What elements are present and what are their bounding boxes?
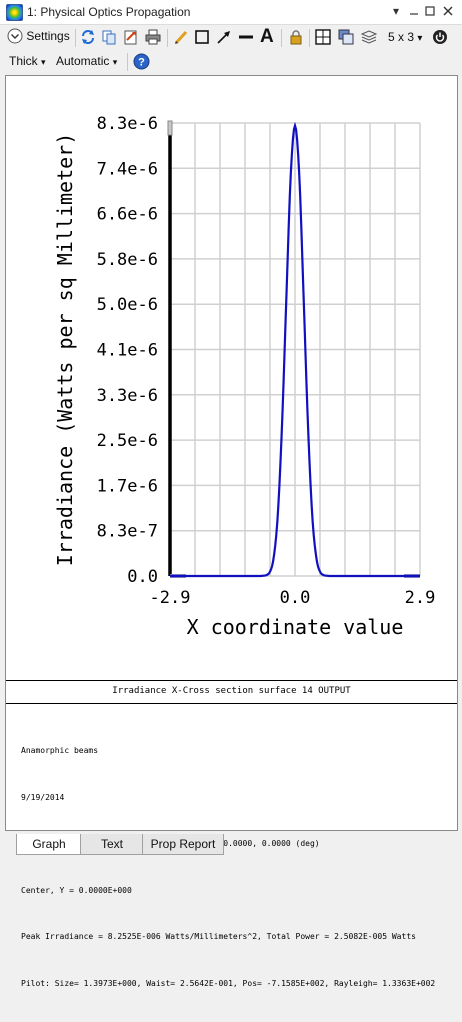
title-bar: 1: Physical Optics Propagation ▾ bbox=[0, 0, 462, 25]
refresh-icon bbox=[82, 30, 94, 44]
line-thickness-dropdown[interactable]: Thick ▾ bbox=[9, 54, 46, 68]
x-tick-label: -2.9 bbox=[150, 588, 191, 608]
y-tick-label: 1.7e-6 bbox=[97, 476, 158, 496]
lock-icon bbox=[290, 30, 302, 45]
x-axis-label: X coordinate value bbox=[187, 615, 404, 639]
copy-icon bbox=[102, 30, 116, 45]
rectangle-button[interactable] bbox=[194, 29, 210, 48]
divider bbox=[6, 680, 457, 681]
irradiance-chart: 0.0 8.3e-7 1.7e-6 2.5e-6 3.3e-6 4.1e-6 5.0e-6 5… bbox=[53, 114, 436, 639]
export-button[interactable] bbox=[123, 29, 139, 48]
layers-icon bbox=[360, 30, 378, 44]
tab-prop-report[interactable]: Prop Report bbox=[142, 834, 224, 855]
scale-mode-arrow: ▾ bbox=[112, 57, 118, 67]
y-tick-label: 8.3e-7 bbox=[97, 522, 158, 542]
y-tick-label: 5.8e-6 bbox=[97, 250, 158, 270]
view-tabs: Graph Text Prop Report bbox=[0, 832, 462, 859]
secondary-toolbar: Thick ▾ Automatic ▾ ? bbox=[0, 50, 462, 74]
y-tick-label: 2.5e-6 bbox=[97, 431, 158, 451]
windows-button[interactable] bbox=[338, 29, 354, 48]
pencil-icon bbox=[174, 30, 188, 45]
x-tick-label: 2.9 bbox=[405, 588, 436, 608]
svg-text:?: ? bbox=[138, 57, 145, 69]
text-tool-button[interactable]: A bbox=[260, 26, 274, 48]
layout-button[interactable] bbox=[315, 29, 331, 48]
tab-label: Text bbox=[100, 837, 123, 851]
y-tick-label: 5.0e-6 bbox=[97, 295, 158, 315]
maximize-icon bbox=[425, 6, 435, 16]
info-line: Center, Y = 0.0000E+000 bbox=[21, 885, 132, 895]
line-thickness-arrow: ▾ bbox=[41, 57, 46, 67]
layers-button[interactable] bbox=[360, 29, 378, 48]
print-icon bbox=[145, 29, 161, 45]
copy-button[interactable] bbox=[101, 29, 117, 48]
scale-mode-dropdown[interactable]: Automatic ▾ bbox=[56, 54, 117, 68]
x-tick-label: 0.0 bbox=[280, 588, 311, 608]
maximize-button[interactable] bbox=[422, 3, 438, 19]
line-icon bbox=[239, 35, 253, 39]
series-line bbox=[170, 121, 420, 578]
chevron-down-circle-icon bbox=[7, 28, 23, 44]
export-icon bbox=[124, 30, 137, 45]
separator bbox=[75, 29, 76, 47]
app-icon bbox=[6, 4, 23, 21]
y-axis-handle bbox=[167, 120, 173, 136]
separator bbox=[167, 29, 168, 47]
analysis-window: 1: Physical Optics Propagation ▾ Setting… bbox=[0, 0, 462, 988]
graph-panel: 0.0 8.3e-7 1.7e-6 2.5e-6 3.3e-6 4.1e-6 5.0e-6 5… bbox=[5, 75, 458, 988]
print-button[interactable] bbox=[145, 29, 161, 48]
help-button[interactable]: ? bbox=[133, 53, 150, 73]
close-icon bbox=[443, 6, 453, 16]
info-line: Peak Irradiance = 8.2525E-006 Watts/Mill… bbox=[21, 932, 416, 941]
separator bbox=[281, 29, 282, 47]
y-tick-label: 3.3e-6 bbox=[97, 386, 158, 406]
minimize-icon bbox=[410, 13, 418, 15]
help-icon: ? bbox=[133, 53, 150, 70]
plot-area: 0.0 8.3e-7 1.7e-6 2.5e-6 3.3e-6 4.1e-6 5.0e-6 5… bbox=[6, 76, 457, 680]
tab-graph[interactable]: Graph bbox=[16, 834, 82, 855]
windows-icon bbox=[338, 29, 354, 45]
grid-size-arrow: ▾ bbox=[417, 33, 423, 44]
scale-mode-label: Automatic bbox=[56, 54, 110, 68]
line-thickness-label: Thick bbox=[9, 54, 38, 68]
info-block: Anamorphic beams 9/19/2014 Wavelength 1.… bbox=[21, 712, 435, 1022]
pencil-button[interactable] bbox=[173, 29, 189, 48]
y-tick-label: 8.3e-6 bbox=[97, 114, 158, 134]
power-icon bbox=[433, 30, 447, 44]
lock-button[interactable] bbox=[288, 29, 304, 48]
arrow-icon bbox=[217, 31, 230, 44]
y-axis-label: Irradiance (Watts per sq Millimeter) bbox=[53, 133, 77, 566]
minimize-button[interactable] bbox=[406, 3, 422, 19]
tab-label: Prop Report bbox=[150, 837, 216, 851]
close-button[interactable] bbox=[440, 3, 456, 19]
refresh-button[interactable] bbox=[80, 29, 96, 48]
graph-caption: Irradiance X-Cross section surface 14 OU… bbox=[112, 686, 351, 696]
separator bbox=[309, 29, 310, 47]
separator bbox=[127, 53, 128, 71]
window-title: 1: Physical Optics Propagation bbox=[27, 5, 191, 19]
arrow-button[interactable] bbox=[216, 29, 232, 48]
rectangle-icon bbox=[195, 30, 209, 44]
divider bbox=[6, 703, 457, 704]
info-line: Anamorphic beams bbox=[21, 746, 99, 755]
power-button[interactable] bbox=[432, 29, 448, 48]
info-line: 9/19/2014 bbox=[21, 792, 65, 802]
dropdown-icon[interactable]: ▾ bbox=[392, 4, 400, 18]
grid-size-label: 5 x 3 bbox=[388, 30, 415, 44]
layout-grid-icon bbox=[315, 29, 331, 45]
tab-label: Graph bbox=[32, 837, 66, 851]
text-tool-icon: A bbox=[260, 26, 274, 47]
y-tick-label: 0.0 bbox=[127, 567, 158, 587]
tab-text[interactable]: Text bbox=[80, 834, 144, 855]
settings-button[interactable]: Settings bbox=[7, 28, 70, 44]
y-tick-label: 6.6e-6 bbox=[97, 205, 158, 225]
settings-label: Settings bbox=[26, 29, 70, 43]
info-line: Pilot: Size= 1.3973E+000, Waist= 2.5642E… bbox=[21, 978, 436, 988]
main-toolbar: Settings A bbox=[0, 25, 462, 50]
line-button[interactable] bbox=[238, 29, 254, 48]
grid-size-dropdown[interactable]: 5 x 3 ▾ bbox=[388, 30, 422, 44]
y-tick-label: 4.1e-6 bbox=[97, 341, 158, 361]
y-tick-label: 7.4e-6 bbox=[97, 159, 158, 179]
